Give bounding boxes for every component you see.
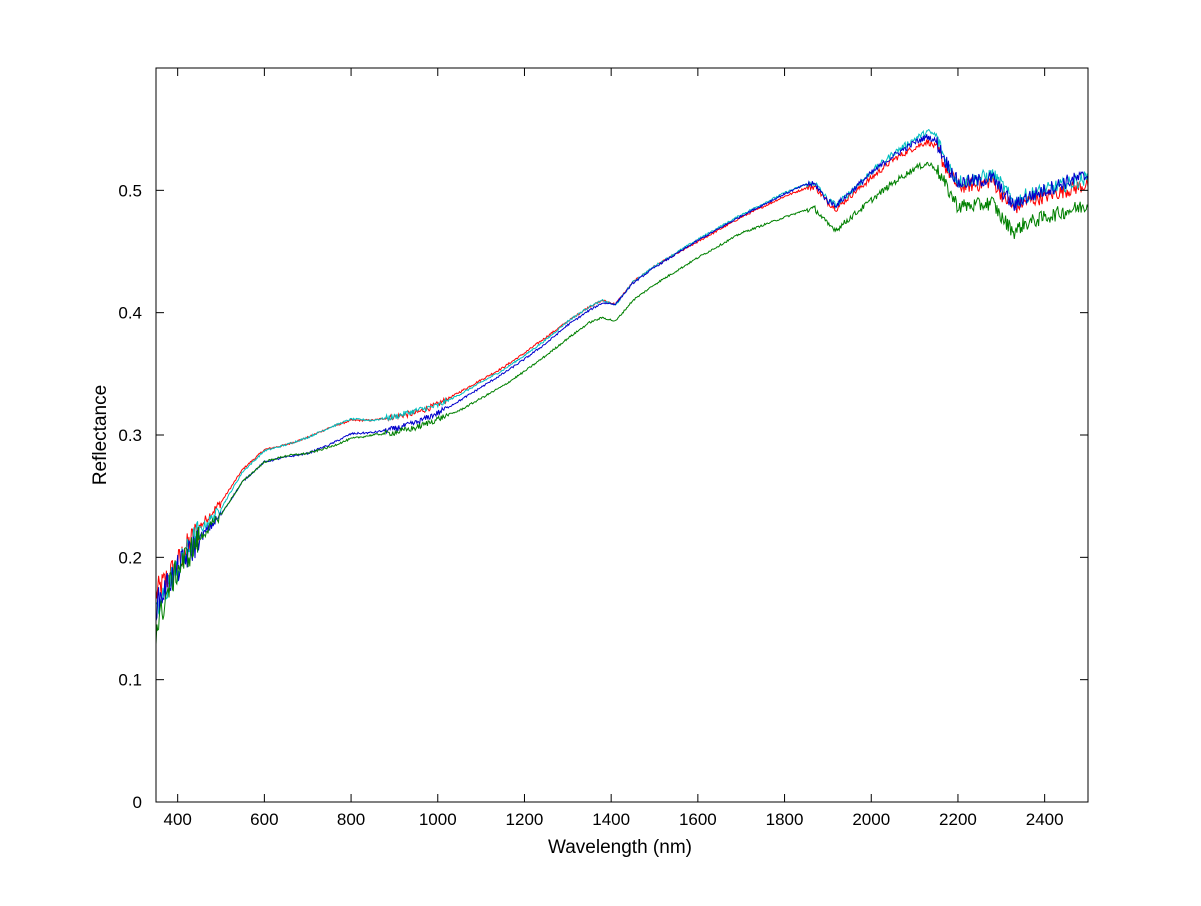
x-tick-label-800: 800 [337,810,365,829]
x-tick-label-2200: 2200 [939,810,977,829]
x-tick-label-1800: 1800 [766,810,804,829]
y-tick-label-3: 0.3 [118,426,142,445]
tick-label-layer: 400 600 800 1000 1200 1400 1600 1800 2000 2200 240… [118,181,1063,829]
series-line-4 [155,161,1089,645]
x-tick-label-400: 400 [163,810,191,829]
y-tick-label-2: 0.2 [118,548,142,567]
x-axis-label: Wavelength (nm) [548,837,692,858]
y-tick-label-0: 0 [133,793,142,812]
y-tick-label-5: 0.5 [118,181,142,200]
x-tick-label-1600: 1600 [679,810,717,829]
y-tick-label-4: 0.4 [118,304,142,323]
y-axis-label: Reflectance [90,385,111,485]
x-tick-label-2000: 2000 [852,810,890,829]
series-line-2 [155,128,1089,617]
series-layer [155,128,1089,645]
x-tick-label-600: 600 [250,810,278,829]
x-tick-label-2400: 2400 [1026,810,1064,829]
tick-layer [156,68,1088,803]
y-tick-label-1: 0.1 [118,671,142,690]
series-line-3 [155,134,1089,622]
x-tick-label-1000: 1000 [419,810,457,829]
x-tick-label-1200: 1200 [506,810,544,829]
x-tick-label-1400: 1400 [592,810,630,829]
